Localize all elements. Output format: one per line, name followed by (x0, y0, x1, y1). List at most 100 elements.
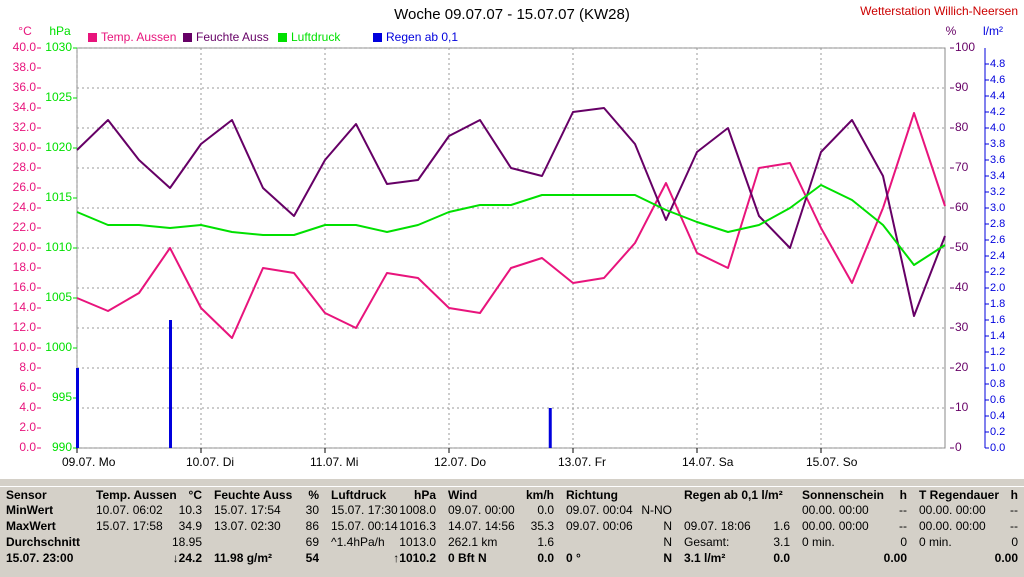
table-cell: ↓24.2 (90, 550, 208, 566)
y-tick-label: 0.0 (990, 442, 1005, 454)
y-tick-label: 1015 (45, 190, 72, 204)
table-cell: MinWert (0, 502, 90, 518)
y-tick-label: 60 (955, 200, 969, 214)
legend-label: Temp. Aussen (101, 30, 176, 44)
cell-text: 09.07. 00:00 (448, 503, 515, 517)
cell-text: % (308, 488, 319, 502)
cell-text: 10.07. 06:02 (96, 503, 163, 517)
cell-text: N (663, 535, 672, 549)
y-tick-label: 22.0 (13, 220, 37, 234)
table-cell: Regen ab 0,1 l/m² (678, 486, 796, 502)
cell-text: hPa (413, 488, 436, 502)
legend-swatch (88, 33, 97, 42)
table-cell: 15.07. 17:30 1008.0 (325, 502, 442, 518)
cell-text: 0.0 (537, 551, 554, 565)
cell-text: 11.98 g/m² (214, 551, 273, 565)
y-tick-label: 26.0 (13, 180, 37, 194)
cell-text: 1008.0 (399, 503, 436, 517)
cell-text: Sonnenschein (802, 488, 885, 502)
x-tick-label: 12.07. Do (434, 455, 486, 469)
table-cell: Luftdruck hPa (325, 486, 442, 502)
x-tick-label: 15.07. So (806, 455, 858, 469)
cell-text: km/h (525, 488, 554, 502)
cell-text: N (663, 551, 672, 565)
cell-text: 86 (305, 519, 319, 533)
y-tick-label: 995 (52, 390, 72, 404)
y-tick-label: 90 (955, 80, 969, 94)
cell-text: 00.00. 00:00 (802, 519, 869, 533)
cell-text: 0.0 (537, 503, 554, 517)
table-cell: ↑1010.2 (325, 550, 442, 566)
table-cell: ^1.4hPa/h 1013.0 (325, 534, 442, 550)
cell-text: 69 (305, 535, 319, 549)
y-tick-label: 3.6 (990, 154, 1005, 166)
y-tick-label: 0.6 (990, 394, 1005, 406)
cell-text: 0 min. (802, 535, 835, 549)
cell-text: T Regendauer (919, 488, 1000, 502)
cell-text: h (1010, 488, 1018, 502)
legend-label: Luftdruck (291, 30, 341, 44)
table-cell: Feuchte Auss% (208, 486, 325, 502)
y-tick-label: 20.0 (13, 240, 37, 254)
y-tick-label: 38.0 (13, 60, 37, 74)
y-tick-label: 10 (955, 400, 969, 414)
y-tick-label: 4.6 (990, 74, 1005, 86)
cell-text: -- (899, 503, 907, 517)
y-tick-label: 12.0 (13, 320, 37, 334)
table-cell: 69 (208, 534, 325, 550)
y-tick-label: 1025 (45, 90, 72, 104)
legend-label: Regen ab 0,1 (386, 30, 458, 44)
cell-text: 10.3 (178, 503, 202, 517)
cell-text: 09.07. 00:04 (566, 503, 633, 517)
y-tick-label: 30.0 (13, 140, 37, 154)
cell-text: N-NO (641, 503, 672, 517)
table-cell: MaxWert (0, 518, 90, 534)
x-tick-label: 11.07. Mi (310, 455, 358, 469)
cell-text: 1013.0 (399, 535, 436, 549)
cell-text: -- (1010, 519, 1018, 533)
table-cell (678, 502, 796, 518)
cell-text: 1.6 (537, 535, 554, 549)
y-tick-label: 3.2 (990, 186, 1005, 198)
table-cell: 15.07. 00:14 1016.3 (325, 518, 442, 534)
table-cell: 00.00. 00:00 -- (796, 518, 913, 534)
table-cell: 15.07. 17:58 34.9 (90, 518, 208, 534)
table-cell: 14.07. 14:56 35.3 (442, 518, 560, 534)
plot-area (76, 47, 946, 449)
cell-text: Luftdruck (331, 488, 387, 502)
y-tick-label: 28.0 (13, 160, 37, 174)
cell-text: 09.07. 00:06 (566, 519, 633, 533)
rain-bar (169, 320, 172, 448)
y-tick-label: 4.4 (990, 90, 1005, 102)
table-cell: 09.07. 18:06 1.6 (678, 518, 796, 534)
table-cell: Sensor (0, 486, 90, 502)
cell-text: 34.9 (178, 519, 202, 533)
table-cell: 00.00. 00:00 -- (913, 502, 1024, 518)
cell-text: Temp. Aussen (96, 488, 177, 502)
cell-text: 15.07. 17:30 (331, 503, 398, 517)
y-tick-label: 10.0 (13, 340, 37, 354)
table-cell: 262.1 km 1.6 (442, 534, 560, 550)
series-line (76, 112, 946, 339)
y-tick-label: 2.6 (990, 234, 1005, 246)
cell-text: 0 Bft N (448, 551, 487, 565)
table-cell: 0.00 (913, 550, 1024, 566)
y-tick-label: 3.4 (990, 170, 1005, 182)
y-tick-label: 1010 (45, 240, 72, 254)
table-cell: 00.00. 00:00 -- (913, 518, 1024, 534)
y-tick-label: 1005 (45, 290, 72, 304)
cell-text: Regen ab 0,1 l/m² (684, 488, 783, 502)
cell-text: 13.07. 02:30 (214, 519, 281, 533)
table-cell: Durchschnitt (0, 534, 90, 550)
chart: Woche 09.07.07 - 15.07.07 (KW28) Wetters… (12, 4, 1018, 470)
y-tick-label: 990 (52, 440, 72, 454)
y-tick-label: 0 (955, 440, 962, 454)
y-tick-label: 3.8 (990, 138, 1005, 150)
cell-text: 15.07. 17:58 (96, 519, 163, 533)
y-tick-label: 6.0 (19, 380, 36, 394)
cell-text: MinWert (6, 503, 54, 517)
cell-text: 1016.3 (399, 519, 436, 533)
station-name: Wetterstation Willich-Neersen (860, 4, 1018, 18)
table-cell: T Regendauer h (913, 486, 1024, 502)
